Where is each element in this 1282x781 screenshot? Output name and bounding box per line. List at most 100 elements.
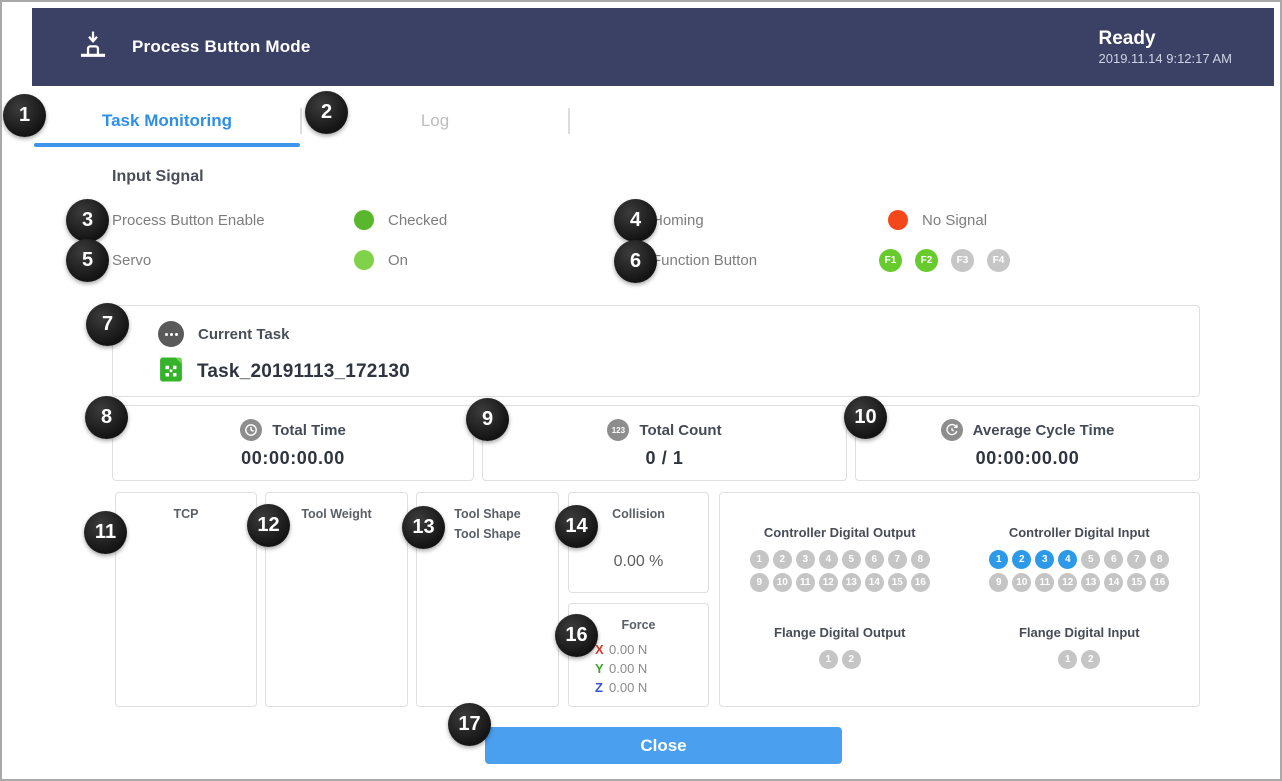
callout-badge: 9 bbox=[466, 398, 509, 441]
tab-bar: Task Monitoring Log bbox=[34, 96, 570, 147]
callout-badge: 11 bbox=[84, 511, 127, 554]
callout-badge: 3 bbox=[66, 199, 109, 242]
digital-io-indicator: 3 bbox=[795, 550, 815, 569]
collision-title: Collision bbox=[612, 507, 665, 521]
homing-label: Homing bbox=[652, 211, 704, 229]
flange-digital-output-title: Flange Digital Output bbox=[774, 625, 906, 640]
robot-status: Ready bbox=[1098, 28, 1156, 49]
tool-weight-title: Tool Weight bbox=[301, 507, 372, 521]
digital-io-indicator: 10 bbox=[772, 573, 792, 592]
digital-io-indicator: 1 bbox=[818, 650, 838, 669]
servo-status-dot bbox=[354, 250, 374, 270]
flange-digital-input-title: Flange Digital Input bbox=[1018, 625, 1140, 640]
callout-badge: 1 bbox=[3, 94, 46, 137]
digital-io-indicator: 7 bbox=[887, 550, 907, 569]
callout-badge: 17 bbox=[448, 703, 491, 746]
callout-badge: 4 bbox=[614, 199, 657, 242]
current-task-box: Current Task Task_20191113_172130 bbox=[112, 305, 1200, 397]
force-axis-values: X 0.00 N Y 0.00 N Z 0.00 N bbox=[595, 640, 708, 697]
total-time-value: 00:00:00.00 bbox=[241, 448, 345, 468]
process-button-enable-status-dot bbox=[354, 210, 374, 230]
press-mode-icon bbox=[76, 28, 110, 67]
digital-io-indicator: 13 bbox=[1081, 573, 1101, 592]
digital-io-indicator: 13 bbox=[841, 573, 861, 592]
count-123-icon: 123 bbox=[607, 419, 630, 441]
digital-io-indicator: 16 bbox=[910, 573, 930, 592]
tool-shape-title: Tool Shape bbox=[454, 507, 521, 521]
digital-io-indicator: 12 bbox=[1058, 573, 1078, 592]
average-cycle-time-label: Average Cycle Time bbox=[972, 421, 1115, 439]
dialog-title: Process Button Mode bbox=[132, 37, 311, 56]
homing-state: No Signal bbox=[922, 211, 988, 229]
digital-io-indicator: 15 bbox=[887, 573, 907, 592]
collision-value: 0.00 % bbox=[613, 553, 664, 570]
function-button-label: Function Button bbox=[652, 251, 758, 269]
current-task-label: Current Task bbox=[198, 325, 290, 343]
digital-io-indicator: 3 bbox=[1035, 550, 1055, 569]
digital-io-indicator: 10 bbox=[1012, 573, 1032, 592]
average-cycle-time-box: Average Cycle Time 00:00:00.00 bbox=[855, 405, 1200, 481]
digital-io-indicator: 8 bbox=[1150, 550, 1170, 569]
callout-badge: 6 bbox=[614, 240, 657, 283]
tab-log[interactable]: Log bbox=[420, 111, 450, 130]
digital-io-indicator: 4 bbox=[1058, 550, 1078, 569]
digital-io-indicator: 7 bbox=[1127, 550, 1147, 569]
digital-io-indicator: 4 bbox=[818, 550, 838, 569]
digital-io-indicator: 12 bbox=[818, 573, 838, 592]
digital-io-indicator: 2 bbox=[841, 650, 861, 669]
digital-io-indicator: 6 bbox=[864, 550, 884, 569]
controller-digital-output-group: Controller Digital Output 1 2 3 4 5 6 7 8 9 10 11 1… bbox=[720, 525, 960, 597]
average-cycle-time-value: 00:00:00.00 bbox=[975, 448, 1080, 468]
signal-row-homing: Homing No Signal bbox=[652, 208, 987, 232]
controller-digital-output-title: Controller Digital Output bbox=[763, 525, 916, 540]
tool-weight-box: Tool Weight bbox=[265, 492, 408, 707]
digital-io-indicator: 2 bbox=[1012, 550, 1032, 569]
tcp-box: TCP bbox=[115, 492, 257, 707]
signal-row-servo: Servo On bbox=[112, 248, 408, 272]
digital-io-panel: Controller Digital Output 1 2 3 4 5 6 7 8 9 10 11 1… bbox=[719, 492, 1200, 707]
callout-badge: 13 bbox=[402, 506, 445, 549]
digital-io-indicator: 1 bbox=[989, 550, 1009, 569]
function-button-indicator: F2 bbox=[915, 248, 938, 272]
total-count-value: 0 / 1 bbox=[645, 448, 684, 468]
tool-shape-value: Tool Shape bbox=[454, 527, 521, 541]
total-time-box: Total Time 00:00:00.00 bbox=[112, 405, 474, 481]
force-axis-row: Z 0.00 N bbox=[595, 680, 648, 695]
callout-badge: 12 bbox=[247, 504, 290, 547]
digital-io-indicator: 11 bbox=[795, 573, 815, 592]
callout-badge: 8 bbox=[85, 396, 128, 439]
signal-row-function-button: Function Button F1 F2 F3 F4 bbox=[652, 248, 1010, 272]
function-button-indicator: F3 bbox=[951, 248, 974, 272]
callout-badge: 5 bbox=[66, 239, 109, 282]
controller-digital-output-circles: 1 2 3 4 5 6 7 8 9 10 11 12 13 14 15 16 bbox=[745, 550, 935, 592]
tab-task-monitoring[interactable]: Task Monitoring bbox=[34, 96, 300, 147]
total-count-box: 123 Total Count 0 / 1 bbox=[482, 405, 847, 481]
digital-io-indicator: 9 bbox=[989, 573, 1009, 592]
task-file-icon bbox=[159, 356, 183, 388]
header-bar: Process Button Mode Ready 2019.11.14 9:1… bbox=[32, 8, 1274, 86]
cycle-clock-icon bbox=[940, 419, 963, 441]
servo-label: Servo bbox=[112, 251, 152, 269]
digital-io-indicator: 2 bbox=[772, 550, 792, 569]
controller-digital-input-group: Controller Digital Input 1 2 3 4 5 6 7 8 9 10 11 12… bbox=[960, 525, 1200, 597]
callout-badge: 16 bbox=[555, 614, 598, 657]
callout-badge: 14 bbox=[555, 505, 598, 548]
digital-io-indicator: 14 bbox=[1104, 573, 1124, 592]
digital-io-indicator: 15 bbox=[1127, 573, 1147, 592]
digital-io-indicator: 1 bbox=[749, 550, 769, 569]
input-signal-heading: Input Signal bbox=[112, 168, 204, 185]
force-axis-row: Y 0.00 N bbox=[595, 661, 648, 676]
force-title: Force bbox=[621, 618, 656, 632]
controller-digital-input-title: Controller Digital Input bbox=[1008, 525, 1150, 540]
function-button-indicators: F1 F2 F3 F4 bbox=[879, 248, 1010, 272]
digital-io-indicator: 16 bbox=[1150, 573, 1170, 592]
tab-separator bbox=[568, 108, 570, 134]
close-button[interactable]: Close bbox=[485, 727, 842, 764]
tcp-title: TCP bbox=[173, 507, 199, 521]
signal-row-process-button-enable: Process Button Enable Checked bbox=[112, 208, 447, 232]
